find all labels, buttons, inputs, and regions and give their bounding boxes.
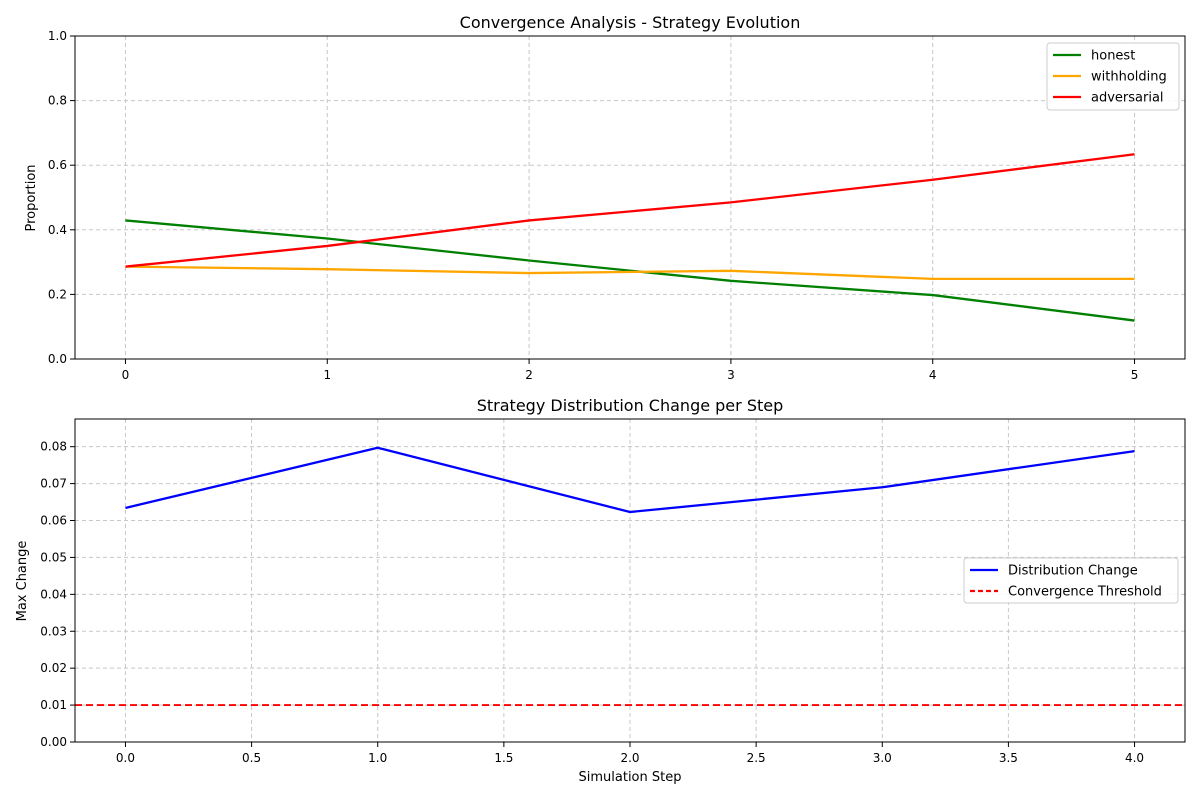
y-tick-label: 0.08 <box>40 440 67 454</box>
y-tick-label: 1.0 <box>48 29 67 43</box>
axis-ticks: 0.0 0.5 1.0 1.5 2.0 2.5 3.0 3.5 4.0 0.00 0.01 0.02 0… <box>40 440 1144 765</box>
y-tick-label: 0.06 <box>40 514 67 528</box>
legend-box <box>1046 42 1180 111</box>
y-tick-label: 0.03 <box>40 624 67 638</box>
series-lines <box>75 446 1185 706</box>
legend-label: withholding <box>1091 70 1167 85</box>
legend-label: Convergence Threshold <box>1008 585 1162 600</box>
series-line-honest <box>125 219 1135 322</box>
y-tick-label: 0.8 <box>48 94 67 108</box>
legend: Distribution Change Convergence Threshold <box>963 557 1179 604</box>
legend-label: honest <box>1091 49 1135 64</box>
y-tick-label: 0.6 <box>48 158 67 172</box>
series-line-adversarial <box>125 153 1135 268</box>
y-tick-label: 0.2 <box>48 287 67 301</box>
y-axis-label: Max Change <box>15 541 30 622</box>
y-tick-label: 0.00 <box>40 735 67 749</box>
x-tick-label: 3.5 <box>999 751 1018 765</box>
x-tick-label: 0.5 <box>242 751 261 765</box>
x-tick-label: 2.5 <box>747 751 766 765</box>
x-axis-label: Simulation Step <box>579 770 682 785</box>
y-axis-label: Proportion <box>24 164 39 231</box>
strategy-evolution-chart: Convergence Analysis - Strategy Evolutio… <box>24 13 1186 382</box>
legend: honest withholding adversarial <box>1046 42 1180 111</box>
y-tick-label: 0.0 <box>48 352 67 366</box>
legend-label: adversarial <box>1091 91 1164 106</box>
x-tick-label: 4.0 <box>1125 751 1144 765</box>
x-tick-label: 4 <box>929 368 937 382</box>
series-line-distribution-change <box>125 446 1135 514</box>
series-line-withholding <box>125 265 1135 281</box>
x-tick-label: 0.0 <box>116 751 135 765</box>
x-tick-label: 1 <box>323 368 331 382</box>
y-tick-label: 0.02 <box>40 661 67 675</box>
y-tick-label: 0.4 <box>48 223 67 237</box>
y-tick-label: 0.04 <box>40 587 67 601</box>
x-tick-label: 0 <box>122 368 130 382</box>
x-tick-label: 3 <box>727 368 735 382</box>
x-tick-label: 2 <box>525 368 533 382</box>
x-tick-label: 5 <box>1131 368 1139 382</box>
x-tick-label: 2.0 <box>620 751 639 765</box>
y-tick-label: 0.07 <box>40 477 67 491</box>
x-tick-label: 3.0 <box>873 751 892 765</box>
plot-frame <box>74 35 1186 360</box>
chart-title: Strategy Distribution Change per Step <box>477 396 784 415</box>
y-tick-label: 0.05 <box>40 550 67 564</box>
distribution-change-chart: Strategy Distribution Change per Step Ma… <box>15 396 1186 785</box>
axis-ticks: 0 1 2 3 4 5 0.0 0.2 0.4 0.6 0.8 1.0 <box>48 29 1138 382</box>
y-tick-label: 0.01 <box>40 698 67 712</box>
series-lines <box>125 153 1135 322</box>
x-tick-label: 1.0 <box>368 751 387 765</box>
legend-label: Distribution Change <box>1008 564 1138 579</box>
chart-title: Convergence Analysis - Strategy Evolutio… <box>460 13 801 32</box>
x-tick-label: 1.5 <box>494 751 513 765</box>
legend-box <box>963 557 1179 604</box>
